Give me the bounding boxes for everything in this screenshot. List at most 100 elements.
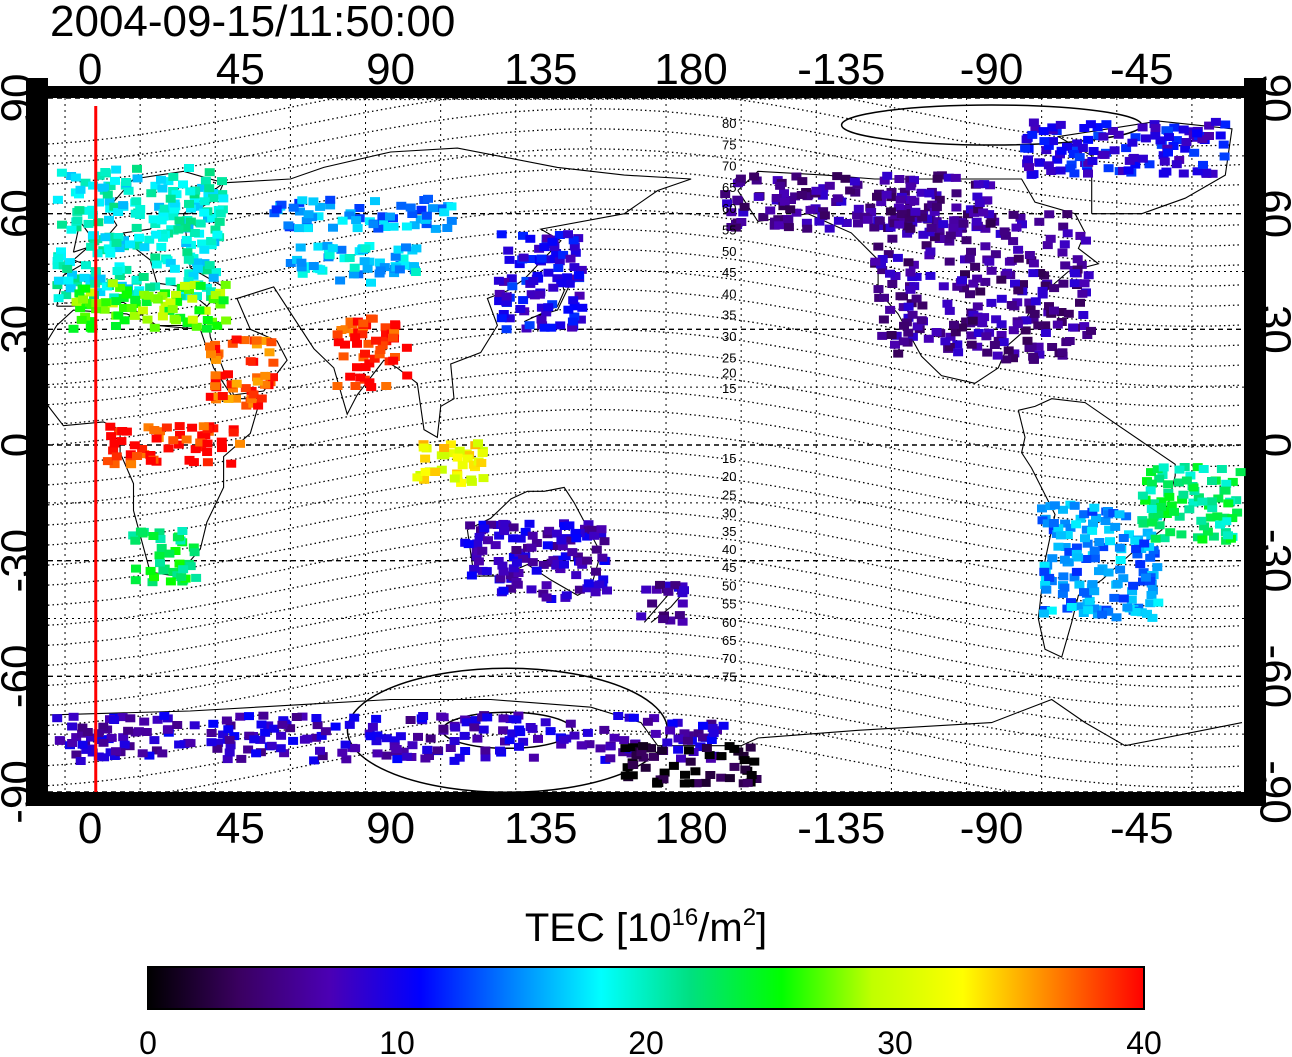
tec-point [141,728,152,736]
tec-point [746,771,757,779]
tec-point [72,216,83,225]
tec-point [1018,280,1028,289]
tec-point [260,728,271,737]
tec-point [938,220,949,229]
tec-point [185,217,196,226]
tec-point [1006,256,1017,265]
tec-point [189,197,200,206]
tec-point [169,314,180,323]
contour-label: 70 [722,651,736,666]
tec-point [210,345,221,353]
tec-point [156,543,167,552]
tec-point [208,719,219,728]
tec-point [246,395,257,404]
tec-point [168,212,179,221]
tec-point [907,310,918,319]
tec-point [1165,528,1176,537]
tec-point [1001,355,1012,364]
tec-point [311,733,322,742]
tec-point [775,181,786,190]
tec-point [315,202,326,211]
tec-point [187,315,198,324]
tec-point [174,422,185,431]
lat-tick-label-right: 60 [1250,189,1292,238]
tec-point [269,724,280,733]
tec-point [810,204,821,213]
tec-point [620,744,631,753]
tec-point [584,740,595,749]
tec-point [130,536,141,545]
tec-point [501,325,512,334]
tec-point [704,751,715,760]
tec-point [1213,494,1224,503]
tec-point [951,203,962,212]
tec-point [778,202,789,211]
tec-point [212,230,223,239]
tec-point [457,461,468,470]
tec-point [811,186,822,195]
tec-point [420,754,431,763]
tec-point [531,566,542,575]
tec-point [1110,522,1121,531]
tec-point [432,746,443,755]
tec-point [895,195,906,204]
tec-point [222,755,233,764]
tec-point [1028,352,1039,361]
tec-point [77,740,88,749]
tec-point [482,713,493,722]
tec-point [513,569,524,577]
tec-point [465,521,476,530]
tec-point [1008,210,1019,219]
tec-point [249,735,260,744]
tec-point [1113,130,1124,139]
tec-point [1118,574,1129,583]
tec-point [416,205,427,214]
contour-label: 25 [722,487,736,502]
tec-point [628,713,639,722]
tec-point [210,225,221,234]
tec-point [511,546,522,554]
tec-point [1152,563,1163,572]
tec-point [191,322,202,331]
tec-point [909,197,920,206]
tec-point [164,549,175,558]
tec-point [388,333,398,342]
tec-point [1035,158,1045,167]
tec-point [131,223,142,232]
tec-point [1065,523,1076,532]
tec-point [1179,463,1190,471]
tec-point [887,280,898,288]
contour-label: 15 [722,451,736,466]
tec-point [1055,531,1066,540]
tec-point [420,215,431,224]
tec-point [151,260,162,269]
tec-point [574,585,585,594]
tec-point [663,587,674,596]
tec-point [439,208,450,217]
tec-point [340,340,350,349]
tec-point [215,300,226,309]
tec-point [1173,478,1184,487]
tec-point [1064,337,1075,345]
tec-point [1024,163,1034,172]
tec-point [716,773,727,782]
lon-tick-label-top: -135 [797,45,885,94]
tec-point [498,310,509,318]
tec-point [52,261,63,270]
tec-point [879,293,889,302]
tec-point [402,752,412,761]
tec-point [165,298,176,307]
tec-point [297,712,308,721]
tec-point [1042,519,1053,528]
tec-point [779,189,789,198]
tec-point [462,454,473,463]
contour-line [47,348,1241,428]
tec-point [735,174,746,183]
tec-point [125,450,136,459]
tec-point [358,319,369,328]
tec-point [684,779,695,788]
tec-point [1079,322,1090,331]
tec-point [894,175,905,183]
tec-point [512,580,523,589]
contour-line [47,589,1241,668]
